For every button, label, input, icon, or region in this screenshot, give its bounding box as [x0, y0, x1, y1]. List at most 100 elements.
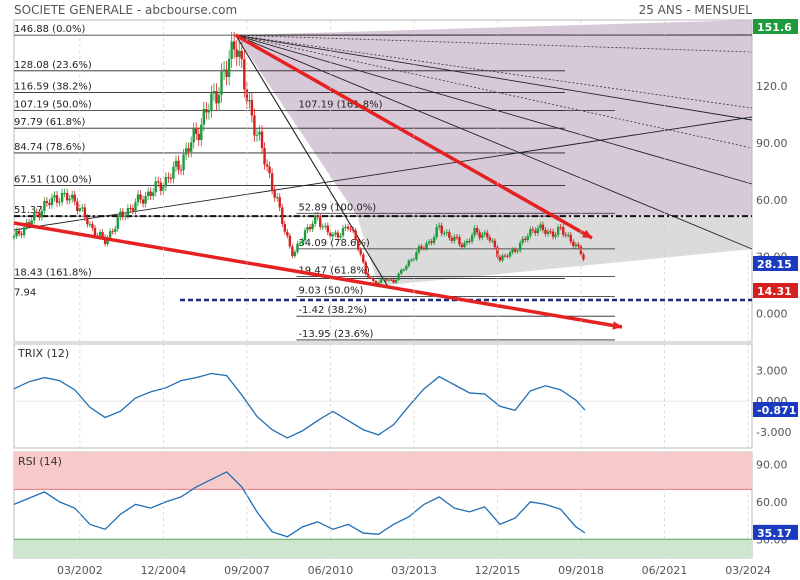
candle-body: [283, 223, 287, 232]
candle-body: [281, 207, 284, 224]
candle-body: [30, 220, 33, 225]
fib-level-label: 146.88 (0.0%): [14, 24, 85, 35]
candle-body: [189, 142, 193, 152]
candle-body: [387, 279, 390, 281]
support-line: [13, 116, 753, 231]
candle-body: [43, 201, 46, 211]
fan-line: [235, 34, 753, 250]
candle-body: [288, 235, 292, 247]
candle-body: [187, 148, 190, 152]
chart-title: SOCIETE GENERALE - abcbourse.com: [14, 3, 237, 17]
candle-body: [486, 232, 489, 238]
candle-body: [389, 279, 393, 281]
candle-body: [119, 211, 122, 218]
fib-extension-label: -1.42 (38.2%): [298, 305, 367, 316]
candle-body: [316, 215, 319, 218]
candle-body: [91, 224, 94, 228]
candle-body: [139, 194, 142, 200]
candle-body: [417, 246, 421, 253]
trix-panel: [13, 343, 753, 449]
candle-body: [48, 203, 51, 205]
rsi-tick-label: 60.00: [756, 496, 788, 509]
trix-value-badge: [753, 402, 798, 418]
candle-body: [212, 91, 216, 94]
candle-body: [572, 241, 575, 247]
candle-body: [195, 128, 198, 134]
candle-body: [108, 231, 112, 238]
candle-body: [574, 244, 578, 247]
candle-body: [83, 207, 87, 218]
candle-body: [443, 233, 446, 235]
candle-body: [567, 234, 570, 236]
candle-body: [470, 235, 474, 242]
candle-body: [245, 89, 249, 102]
fib-extension-label: 107.19 (161.8%): [298, 99, 382, 110]
candle-body: [539, 224, 542, 229]
candle-body: [460, 244, 464, 248]
candle-body: [468, 240, 471, 242]
candle-body: [379, 279, 383, 283]
candle-body: [222, 69, 226, 72]
candle-body: [225, 69, 228, 77]
candle-body: [268, 166, 271, 174]
candle-body: [243, 59, 246, 90]
candle-body: [569, 234, 572, 242]
x-tick-label: 03/2013: [391, 564, 437, 577]
candle-body: [151, 192, 155, 196]
candle-body: [473, 228, 476, 236]
fib-level-label: 116.59 (38.2%): [14, 82, 92, 93]
candle-body: [240, 50, 243, 60]
trix-value-label: -0.871: [757, 404, 796, 417]
candle-body: [124, 215, 127, 217]
candle-body: [58, 201, 61, 203]
x-tick-label: 06/2021: [642, 564, 688, 577]
candle-body: [341, 228, 345, 236]
candle-body: [321, 226, 324, 228]
candle-body: [374, 281, 378, 285]
candle-body: [144, 196, 147, 204]
candle-body: [437, 225, 441, 228]
candle-body: [205, 109, 208, 113]
candle-body: [546, 231, 550, 234]
candle-body: [412, 259, 416, 261]
candle-body: [448, 232, 451, 238]
candle-body: [427, 241, 431, 244]
candle-body: [384, 279, 388, 281]
candle-body: [182, 154, 185, 171]
candle-body: [291, 246, 294, 257]
channel-zone: [357, 216, 752, 286]
candle-body: [397, 273, 400, 280]
trix-title: TRIX (12): [17, 347, 69, 360]
candle-body: [319, 217, 322, 227]
rsi-series-line: [13, 471, 586, 538]
fib-extension-label: -13.95 (23.6%): [298, 329, 373, 340]
candle-body: [577, 244, 580, 247]
candle-body: [276, 197, 279, 199]
candle-body: [215, 91, 218, 104]
candle-body: [12, 236, 16, 238]
candle-body: [301, 240, 304, 244]
fan-line: [235, 34, 753, 121]
candle-body: [71, 194, 74, 199]
retracement-line: [235, 34, 389, 287]
candle-body: [346, 226, 350, 229]
candle-body: [93, 227, 97, 236]
price-tick-label: 120.0: [756, 80, 788, 93]
x-tick-label: 03/2002: [57, 564, 103, 577]
candle-body: [331, 234, 335, 237]
candle-body: [114, 228, 117, 232]
candle-body: [154, 181, 157, 193]
fib-extension-label: 19.47 (61.8%): [298, 266, 369, 277]
candle-body: [146, 191, 150, 197]
candle-body: [382, 279, 385, 281]
candle-body: [356, 240, 360, 250]
candle-body: [334, 232, 337, 235]
candle-body: [324, 225, 327, 227]
candle-body: [250, 100, 254, 116]
candle-body: [336, 232, 340, 238]
candle-body: [420, 246, 423, 249]
candle-body: [63, 192, 66, 194]
candle-body: [15, 230, 18, 237]
candle-body: [415, 252, 418, 260]
